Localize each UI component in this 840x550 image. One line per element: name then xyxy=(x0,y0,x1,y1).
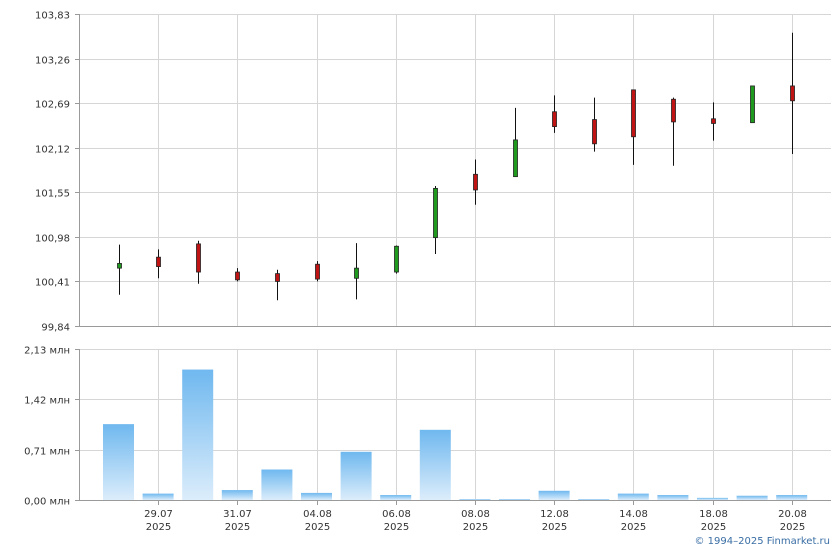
volume-bar xyxy=(301,492,332,500)
x-tick-date: 04.08 xyxy=(303,509,332,520)
price-y-tick-label: 103,83 xyxy=(35,11,70,22)
volume-bar xyxy=(538,490,570,500)
price-y-tick-label: 103,26 xyxy=(35,56,70,67)
candle-body xyxy=(473,173,478,191)
candle-body xyxy=(235,271,240,281)
volume-bar xyxy=(380,495,412,500)
volume-bar xyxy=(776,495,808,500)
volume-bar xyxy=(419,429,451,500)
candle-body xyxy=(790,85,795,102)
candle-body xyxy=(117,263,122,269)
candle-body xyxy=(671,98,676,123)
volume-bar xyxy=(736,495,768,500)
volume-bar xyxy=(499,499,530,500)
price-y-tick-label: 99,84 xyxy=(41,323,70,334)
candle-body xyxy=(275,273,280,282)
volume-bar xyxy=(182,369,214,500)
x-tick-date: 12.08 xyxy=(540,509,569,520)
price-y-tick-label: 101,55 xyxy=(35,189,70,200)
price-y-tick-label: 102,12 xyxy=(35,145,70,156)
volume-bar xyxy=(340,451,372,500)
candle-body xyxy=(592,119,597,145)
x-tick-date: 06.08 xyxy=(382,509,411,520)
x-tick-date: 18.08 xyxy=(699,509,728,520)
candle-body xyxy=(552,111,557,128)
volume-y-tick-label: 0,00 млн xyxy=(24,497,70,508)
x-tick-year: 2025 xyxy=(146,522,171,533)
x-tick-date: 08.08 xyxy=(461,509,490,520)
volume-bar xyxy=(697,497,728,500)
volume-bar xyxy=(617,493,649,500)
x-tick-year: 2025 xyxy=(463,522,488,533)
x-tick-year: 2025 xyxy=(305,522,330,533)
volume-y-tick-label: 1,42 млн xyxy=(24,396,70,407)
volume-bar xyxy=(578,499,610,500)
x-tick-date: 31.07 xyxy=(223,509,252,520)
x-tick-year: 2025 xyxy=(701,522,726,533)
candle-body xyxy=(394,245,399,273)
x-tick-date: 29.07 xyxy=(144,509,173,520)
volume-bar xyxy=(459,499,491,500)
x-tick-year: 2025 xyxy=(384,522,409,533)
copyright-credit[interactable]: © 1994–2025 Finmarket.ru xyxy=(694,536,830,547)
candle-body xyxy=(156,256,161,267)
volume-bar xyxy=(657,495,689,500)
volume-y-tick-label: 2,13 млн xyxy=(24,346,70,357)
candle-body xyxy=(513,139,518,178)
price-y-tick-label: 100,98 xyxy=(35,234,70,245)
candle-body xyxy=(315,263,320,280)
candle-body xyxy=(631,89,636,138)
x-tick-year: 2025 xyxy=(225,522,250,533)
x-tick-date: 14.08 xyxy=(619,509,648,520)
volume-bar xyxy=(261,469,293,500)
x-tick-year: 2025 xyxy=(780,522,805,533)
volume-bar xyxy=(142,493,174,500)
price-y-tick-label: 102,69 xyxy=(35,100,70,111)
candle-body xyxy=(354,267,359,279)
volume-bar xyxy=(103,424,134,500)
candle-body xyxy=(196,243,201,273)
price-y-tick-label: 100,41 xyxy=(35,278,70,289)
x-tick-year: 2025 xyxy=(542,522,567,533)
candle-body xyxy=(711,118,716,124)
candle-body xyxy=(433,187,438,239)
volume-y-tick-label: 0,71 млн xyxy=(24,447,70,458)
candle-body xyxy=(750,85,755,124)
x-tick-date: 20.08 xyxy=(778,509,807,520)
x-tick-year: 2025 xyxy=(621,522,646,533)
volume-bar xyxy=(221,490,253,500)
